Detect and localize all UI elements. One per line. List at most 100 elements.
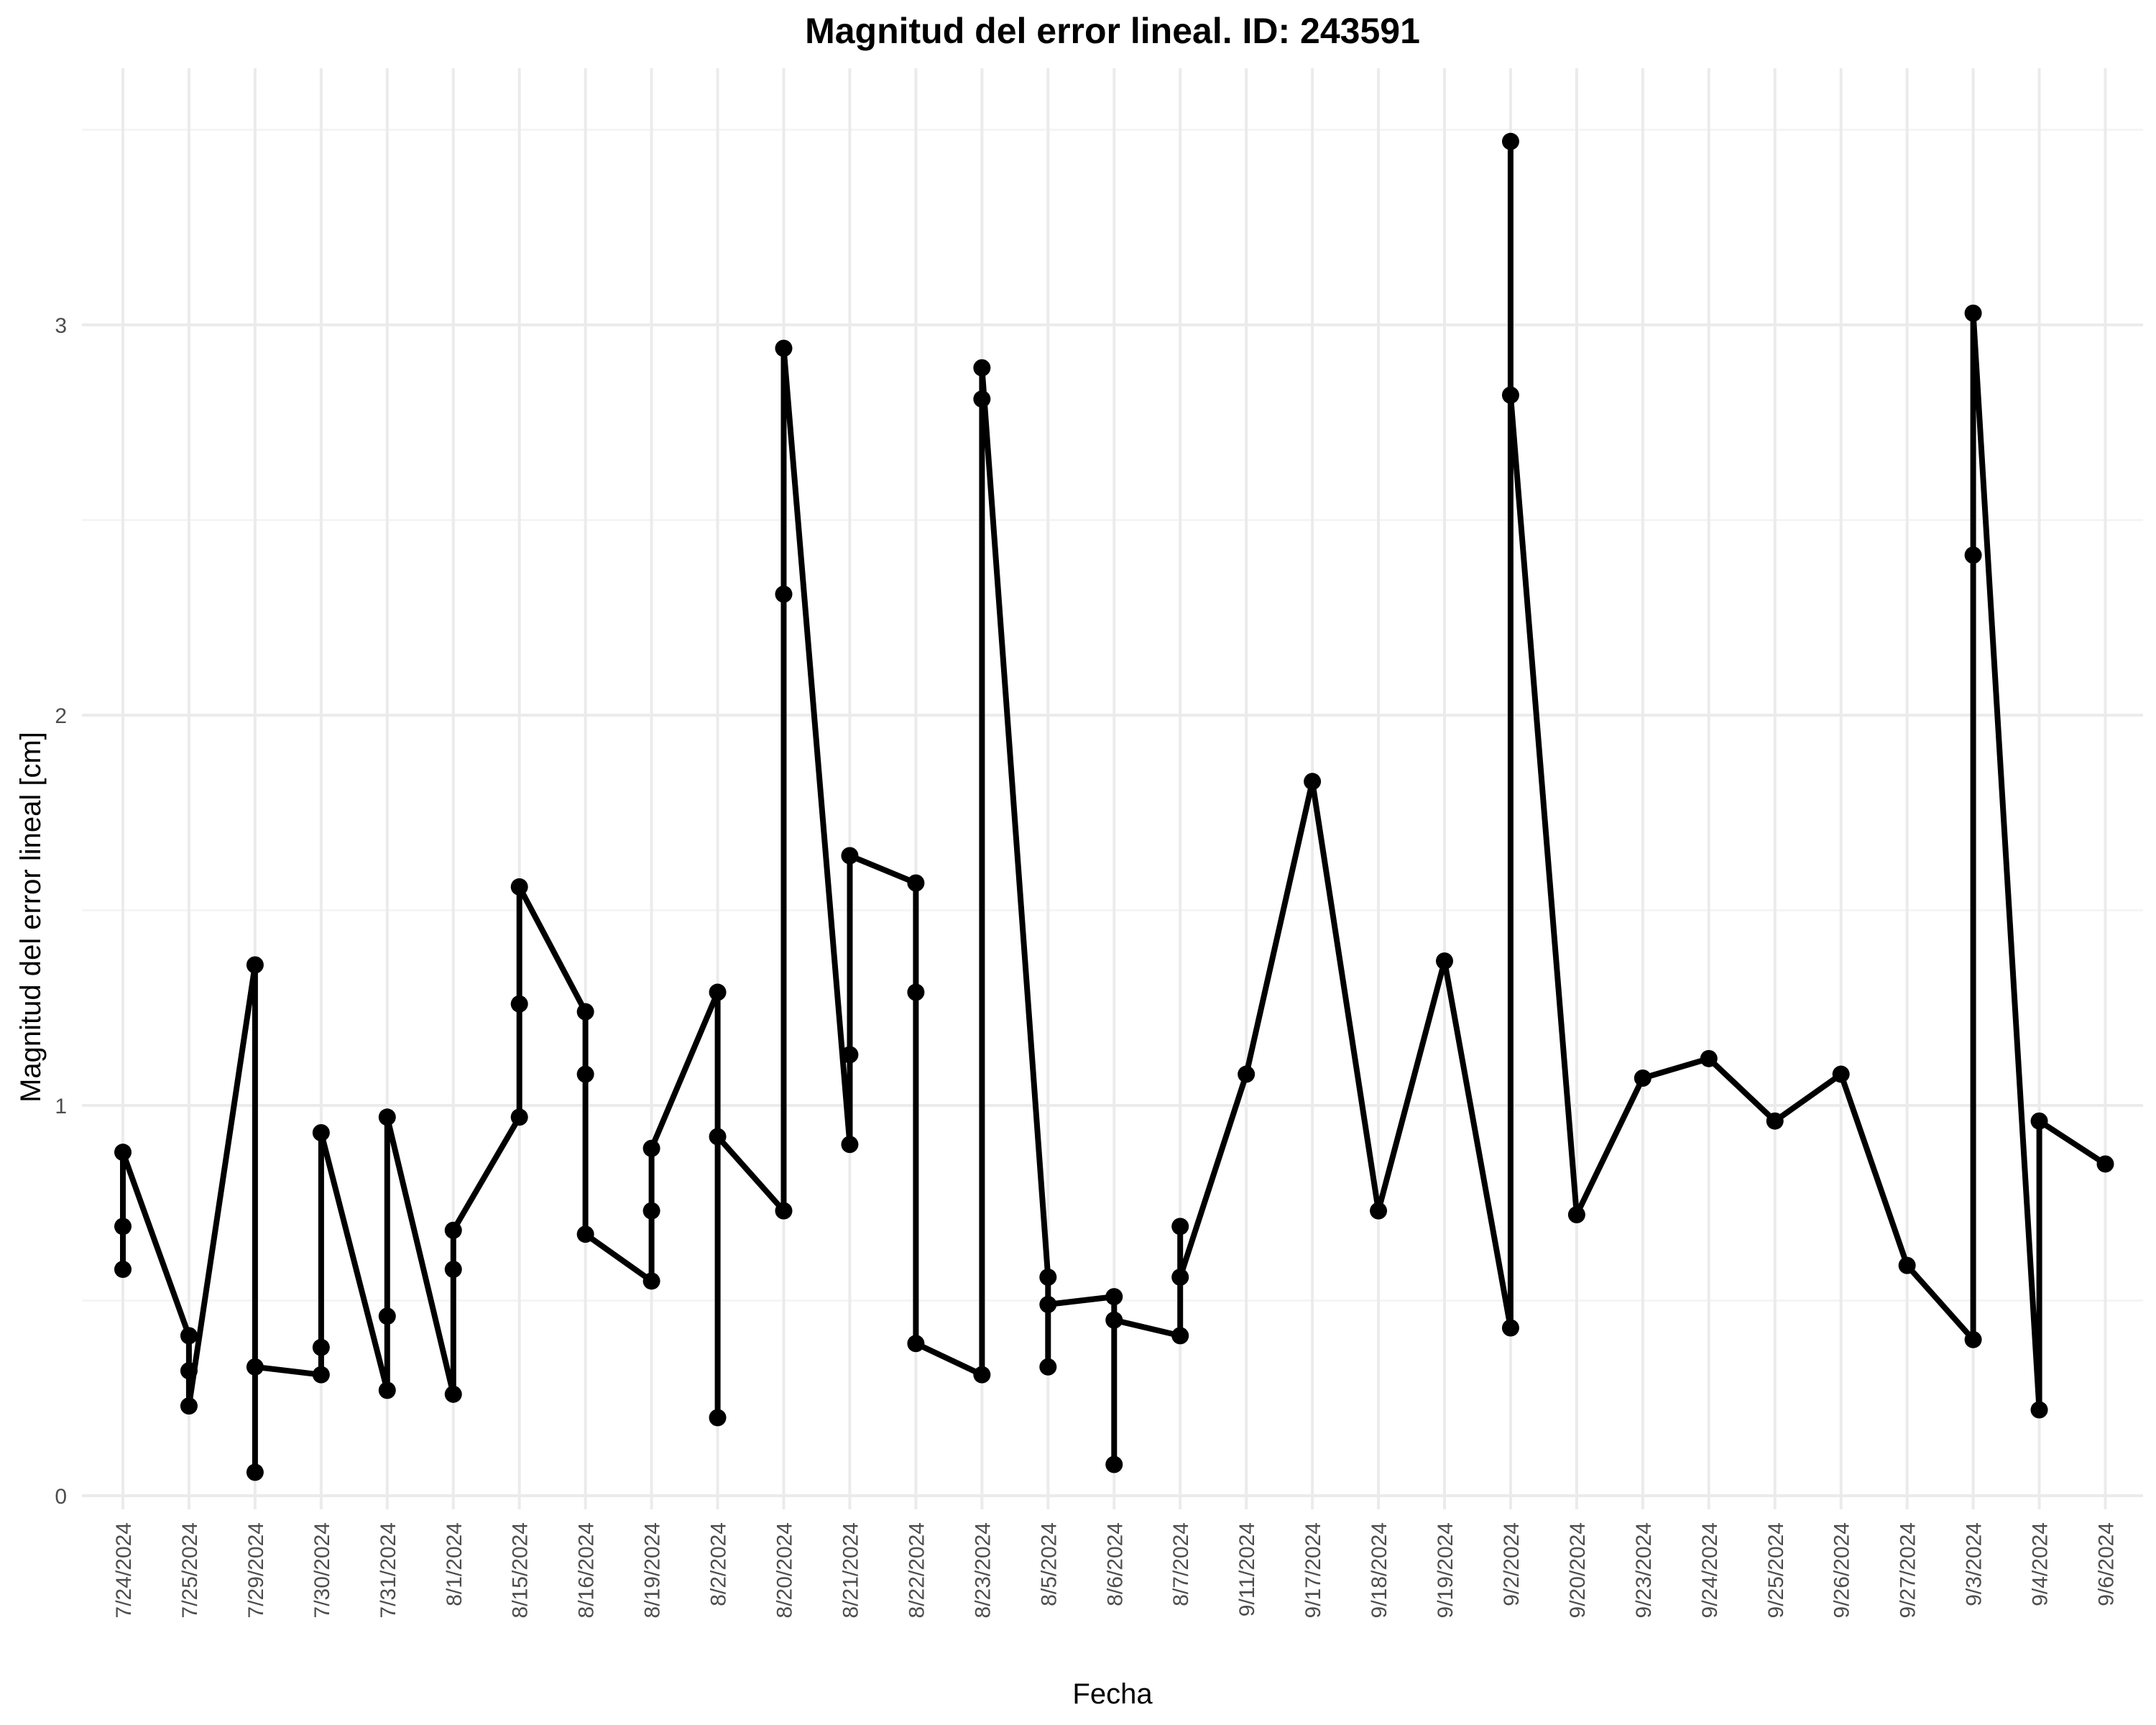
data-point (1105, 1288, 1123, 1306)
data-point (642, 1139, 660, 1157)
data-point (1039, 1268, 1057, 1286)
data-point (841, 1046, 859, 1064)
x-tick-label: 9/19/2024 (1434, 1522, 1457, 1618)
data-point (1304, 773, 1322, 791)
data-point (775, 585, 793, 603)
data-point (180, 1327, 198, 1345)
data-point (1567, 1206, 1585, 1224)
data-point (1964, 546, 1982, 564)
x-tick-label: 8/15/2024 (509, 1522, 533, 1618)
data-point (841, 847, 859, 865)
data-point (841, 1136, 859, 1154)
x-tick-label: 8/6/2024 (1103, 1522, 1127, 1606)
data-points (114, 132, 2114, 1481)
data-point (312, 1366, 330, 1384)
data-point (709, 983, 727, 1001)
data-point (114, 1261, 132, 1279)
x-tick-label: 7/30/2024 (310, 1522, 334, 1618)
x-tick-label: 9/6/2024 (2095, 1522, 2119, 1606)
data-point (444, 1221, 462, 1239)
data-point (1634, 1069, 1651, 1087)
x-tick-label: 9/26/2024 (1830, 1522, 1854, 1618)
x-tick-label: 7/24/2024 (112, 1522, 136, 1618)
data-point (114, 1144, 132, 1162)
data-point (1766, 1112, 1784, 1130)
x-tick-label: 9/20/2024 (1566, 1522, 1590, 1618)
data-point (1105, 1311, 1123, 1329)
data-point (246, 1463, 264, 1481)
x-tick-label: 9/11/2024 (1235, 1522, 1259, 1616)
data-point (444, 1261, 462, 1279)
chart-title: Magnitud del error lineal. ID: 243591 (805, 11, 1420, 51)
x-tick-label: 8/21/2024 (839, 1522, 862, 1618)
data-point (246, 956, 264, 974)
data-point (312, 1124, 330, 1142)
data-point (510, 878, 528, 896)
data-point (973, 390, 991, 408)
x-tick-label: 8/2/2024 (707, 1522, 731, 1606)
x-tick-label: 9/2/2024 (1500, 1522, 1524, 1606)
x-tick-label: 7/25/2024 (178, 1522, 202, 1618)
x-tick-label: 8/16/2024 (575, 1522, 599, 1618)
data-point (576, 1225, 594, 1243)
x-tick-label: 9/24/2024 (1698, 1522, 1722, 1618)
y-axis-ticks: 0 1 2 3 (55, 314, 67, 1509)
data-point (1171, 1268, 1189, 1286)
data-point (1105, 1455, 1123, 1473)
y-tick-label: 2 (55, 704, 67, 728)
data-point (1370, 1202, 1388, 1220)
data-point (1501, 1319, 1519, 1337)
data-point (1039, 1295, 1057, 1313)
x-tick-label: 8/5/2024 (1037, 1522, 1061, 1606)
data-point (180, 1397, 198, 1415)
data-point (642, 1272, 660, 1290)
x-axis-label: Fecha (1072, 1678, 1153, 1710)
x-tick-label: 9/27/2024 (1897, 1522, 1920, 1618)
data-point (1171, 1218, 1189, 1236)
y-tick-label: 3 (55, 314, 67, 338)
x-tick-label: 8/7/2024 (1169, 1522, 1193, 1606)
data-point (775, 339, 793, 357)
data-point (312, 1338, 330, 1356)
x-tick-label: 8/20/2024 (773, 1522, 797, 1618)
data-point (973, 1366, 991, 1384)
series-line (120, 138, 2109, 1476)
data-point (775, 1202, 793, 1220)
data-point (378, 1381, 396, 1399)
data-point (1436, 952, 1453, 970)
data-point (378, 1108, 396, 1126)
data-point (576, 1003, 594, 1021)
x-tick-label: 8/23/2024 (971, 1522, 995, 1618)
x-tick-label: 9/25/2024 (1764, 1522, 1788, 1618)
data-point (378, 1307, 396, 1325)
y-tick-label: 0 (55, 1485, 67, 1509)
data-point (1898, 1256, 1916, 1274)
data-point (1039, 1358, 1057, 1376)
x-tick-label: 9/23/2024 (1632, 1522, 1656, 1618)
data-point (1964, 1330, 1982, 1348)
data-point (1501, 132, 1519, 150)
data-point (642, 1202, 660, 1220)
y-axis-label: Magnitud del error lineal [cm] (15, 732, 47, 1103)
data-point (510, 995, 528, 1013)
data-point (1238, 1065, 1256, 1083)
x-tick-label: 8/1/2024 (443, 1522, 466, 1606)
x-tick-label: 7/29/2024 (244, 1522, 268, 1618)
x-axis-ticks: 7/24/2024 7/25/2024 7/29/2024 7/30/2024 7/31… (112, 1522, 2119, 1618)
x-tick-label: 9/18/2024 (1368, 1522, 1391, 1618)
data-point (709, 1128, 727, 1146)
data-point (1964, 304, 1982, 322)
data-point (907, 874, 925, 892)
x-tick-label: 8/22/2024 (905, 1522, 929, 1618)
data-point (1700, 1049, 1718, 1067)
data-point (709, 1409, 727, 1427)
x-tick-label: 9/3/2024 (1963, 1522, 1986, 1606)
x-tick-label: 8/19/2024 (641, 1522, 665, 1618)
data-point (907, 1335, 925, 1353)
x-tick-label: 7/31/2024 (377, 1522, 400, 1618)
data-point (180, 1362, 198, 1380)
data-point (246, 1358, 264, 1376)
x-tick-label: 9/4/2024 (2029, 1522, 2053, 1606)
data-point (907, 983, 925, 1001)
